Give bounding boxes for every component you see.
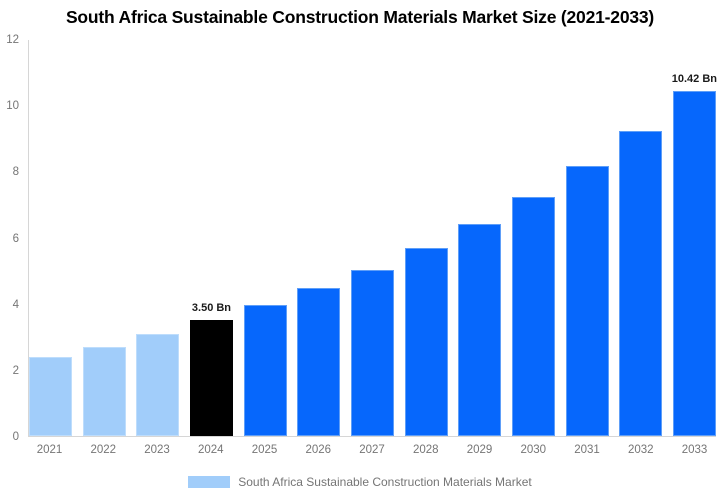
y-tick-0: 0 [12,431,19,443]
bar-slot-2033: 10.42 Bn [671,40,717,436]
x-label-2022: 2022 [90,444,117,456]
value-label-2033: 10.42 Bn [671,73,717,86]
bar-slot-2025 [243,40,287,436]
x-label-2033: 2033 [681,444,708,456]
bar-slot-2031 [565,40,609,436]
legend: South Africa Sustainable Construction Ma… [0,475,720,489]
x-label-2025: 2025 [251,444,278,456]
bar-slot-2022 [82,40,126,436]
x-label-2026: 2026 [305,444,332,456]
bar-slot-2021 [29,40,72,436]
bar-slot-2026 [297,40,341,436]
x-label-2024: 2024 [197,444,224,456]
y-tick-2: 2 [12,364,19,377]
x-axis: 2021 2022 2023 2024 2025 2026 2027 2028 2029 2030… [28,444,716,456]
plot-area: 3.50 Bn 10.42 Bn [28,40,717,437]
bar-slot-2030 [511,40,555,436]
y-tick-6: 6 [12,232,19,245]
bar-2025 [243,305,287,436]
x-label-2021: 2021 [36,444,63,456]
bars-row: 3.50 Bn 10.42 Bn [29,40,717,436]
bar-slot-2024: 3.50 Bn [189,40,233,436]
bar-slot-2028 [404,40,448,436]
bar-2027 [350,269,394,436]
bar-2032 [619,131,663,436]
y-tick-4: 4 [12,298,19,311]
bar-2033 [672,91,716,436]
bar-2024 [189,320,233,436]
bar-slot-2029 [458,40,502,436]
y-tick-12: 12 [6,34,19,46]
bar-slot-2023 [136,40,180,436]
x-label-2032: 2032 [627,444,654,456]
x-label-2023: 2023 [144,444,170,456]
x-label-2028: 2028 [412,444,439,456]
bar-2029 [458,223,502,436]
bar-slot-2032 [619,40,663,436]
y-tick-8: 8 [12,166,19,179]
bar-2028 [404,248,448,436]
bar-2031 [565,165,609,436]
legend-swatch [188,476,231,488]
bar-slot-2027 [350,40,394,436]
bar-2023 [136,334,180,436]
bar-2022 [82,346,126,436]
y-axis: 0 2 4 6 8 10 12 [0,34,22,443]
bar-2030 [511,196,555,436]
legend-label: South Africa Sustainable Construction Ma… [238,475,532,489]
bar-2026 [297,288,341,436]
x-label-2027: 2027 [359,444,385,456]
value-label-2024: 3.50 Bn [191,302,232,315]
y-tick-10: 10 [6,100,19,113]
chart-title: South Africa Sustainable Construction Ma… [65,7,655,27]
bar-2021 [29,356,72,436]
x-label-2031: 2031 [574,444,600,456]
x-label-2030: 2030 [520,444,547,456]
x-label-2029: 2029 [466,444,493,456]
